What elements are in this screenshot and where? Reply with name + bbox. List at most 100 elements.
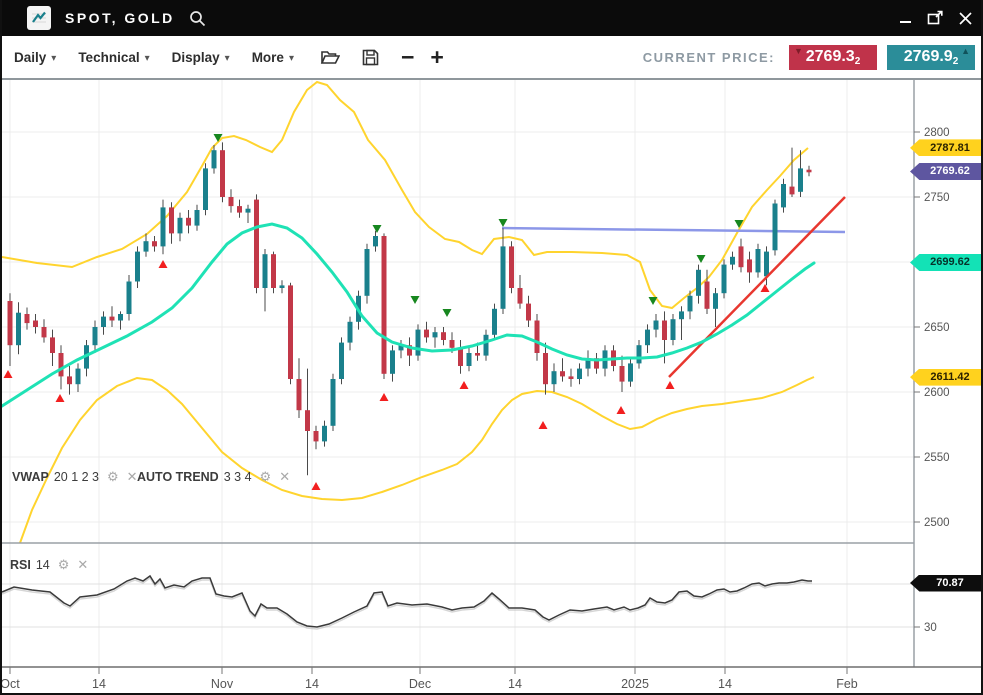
candle <box>67 376 72 385</box>
price-badge: 2787.81 <box>910 139 981 157</box>
sell-signal-icon <box>696 255 706 263</box>
toolbar: Daily ▾ Technical ▾ Display ▾ More ▾ − + CURREN… <box>2 36 981 80</box>
gear-icon[interactable]: ⚙ <box>259 469 272 484</box>
close-icon[interactable]: ✕ <box>279 469 291 484</box>
main-pane <box>2 80 846 543</box>
buy-signal-icon <box>3 370 13 378</box>
candle <box>466 353 472 366</box>
title-bar: SPOT, GOLD <box>2 0 981 36</box>
rsi-line <box>2 574 812 628</box>
candle <box>373 236 378 247</box>
candle <box>577 368 582 379</box>
price-axis-label: 2750 <box>924 192 950 204</box>
candle <box>41 327 47 338</box>
buy-signal-icon <box>665 381 675 389</box>
candle <box>636 345 642 364</box>
zoom-out-icon[interactable]: − <box>400 44 415 70</box>
search-icon[interactable] <box>189 10 206 27</box>
menu-technical[interactable]: Technical ▾ <box>78 49 150 65</box>
auto-trend-line <box>668 196 846 378</box>
candle <box>764 251 769 277</box>
open-folder-icon[interactable] <box>320 49 340 65</box>
down-arrow-icon: ▼ <box>794 45 803 56</box>
candle <box>381 236 387 374</box>
candlesticks <box>7 142 812 476</box>
candle <box>730 256 735 265</box>
candle <box>203 168 208 210</box>
candle <box>194 210 200 226</box>
price-chart[interactable]: 280027502700265026002550250030Oct14Nov14… <box>2 80 983 693</box>
candle <box>322 425 327 442</box>
candle <box>449 340 455 348</box>
sell-signal-icon <box>498 219 508 227</box>
candle <box>177 217 183 234</box>
candle <box>75 368 81 385</box>
time-axis-label: Oct <box>2 677 20 691</box>
candle <box>475 353 480 356</box>
candle <box>543 353 548 385</box>
candle <box>492 308 497 335</box>
candle <box>687 295 693 312</box>
candle <box>101 316 106 327</box>
candle <box>279 285 285 288</box>
close-icon[interactable]: ✕ <box>126 469 138 484</box>
minimize-button[interactable] <box>899 11 913 25</box>
candle <box>653 320 659 330</box>
zoom-in-icon[interactable]: + <box>430 44 444 70</box>
popout-button[interactable] <box>927 10 944 26</box>
candle <box>152 241 157 247</box>
price-axis-label: 2650 <box>924 322 950 334</box>
menu-daily[interactable]: Daily ▾ <box>14 49 57 65</box>
candle <box>271 254 276 288</box>
vwap-line <box>2 222 816 408</box>
candle <box>305 410 310 431</box>
close-button[interactable] <box>958 11 973 26</box>
candle <box>517 288 523 304</box>
bollinger-upper-band <box>2 80 809 310</box>
chevron-down-icon: ▾ <box>51 52 57 64</box>
candle <box>509 246 514 288</box>
candle <box>458 347 463 366</box>
candle <box>747 259 752 273</box>
candle <box>228 197 234 207</box>
candle <box>220 150 225 197</box>
gear-icon[interactable]: ⚙ <box>107 469 119 484</box>
candle <box>313 431 319 442</box>
price-axis-label: 2550 <box>924 452 950 464</box>
candle <box>500 246 506 309</box>
buy-signal-icon <box>616 406 626 414</box>
save-icon[interactable] <box>362 49 379 66</box>
candle <box>789 186 795 195</box>
time-axis-label: Dec <box>409 677 431 691</box>
window-title: SPOT, GOLD <box>65 10 175 26</box>
rsi-pane <box>2 574 812 630</box>
horizontal-resistance-line <box>501 226 846 234</box>
candle <box>50 337 55 353</box>
sell-signal-icon <box>410 296 420 304</box>
menu-display[interactable]: Display ▾ <box>171 49 230 65</box>
candle <box>432 332 438 338</box>
price-axis-label: 2500 <box>924 517 950 529</box>
candle <box>738 246 744 268</box>
candle <box>645 329 650 346</box>
candle <box>755 249 761 273</box>
buy-signal-icon <box>760 284 770 292</box>
bollinger-lower-band <box>19 376 815 543</box>
gear-icon[interactable]: ⚙ <box>57 557 70 572</box>
candle <box>186 217 191 226</box>
candle <box>339 342 344 379</box>
candle <box>407 345 412 356</box>
candle <box>245 208 251 213</box>
candle <box>806 169 812 173</box>
buy-signal-icon <box>459 381 469 389</box>
close-icon[interactable]: ✕ <box>77 557 89 572</box>
menu-group: Daily ▾ Technical ▾ Display ▾ More ▾ <box>2 50 294 65</box>
candle <box>526 303 531 321</box>
candle <box>254 199 259 288</box>
candle <box>534 320 540 353</box>
sell-signal-icon <box>213 134 223 142</box>
candle <box>398 345 404 351</box>
menu-more[interactable]: More ▾ <box>251 49 294 65</box>
candle <box>696 269 701 296</box>
candle <box>288 285 293 379</box>
